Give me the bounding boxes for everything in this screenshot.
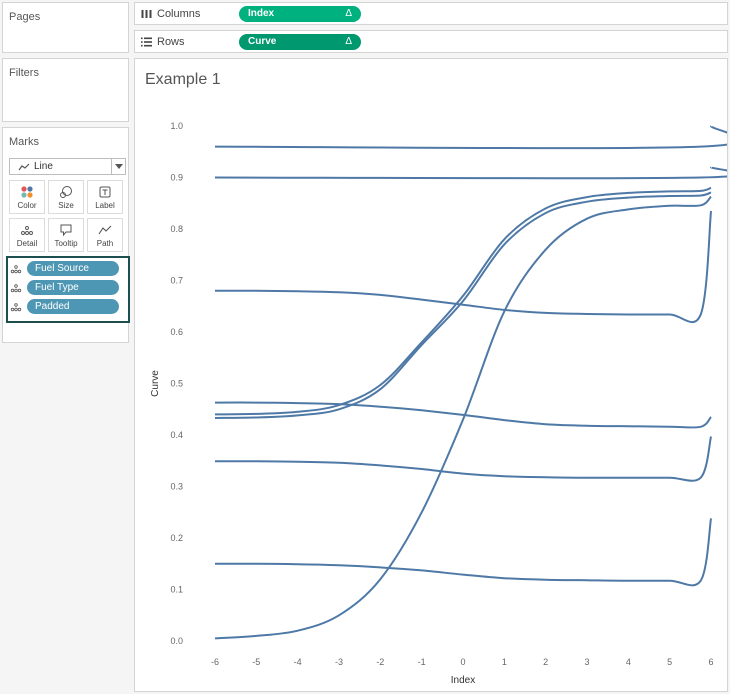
y-tick-label: 0.5 bbox=[170, 379, 183, 389]
x-tick-label: 3 bbox=[584, 657, 589, 667]
x-tick-label: -6 bbox=[211, 657, 219, 667]
color-label: Color bbox=[17, 201, 37, 210]
color-icon bbox=[21, 186, 33, 198]
chart-lines bbox=[214, 125, 727, 640]
pages-card[interactable]: Pages bbox=[2, 2, 129, 53]
delta-icon: Δ bbox=[345, 8, 352, 19]
path-icon bbox=[98, 225, 112, 235]
x-tick-label: 4 bbox=[626, 657, 631, 667]
rows-shelf[interactable]: Rows Curve Δ bbox=[134, 30, 728, 53]
filters-title: Filters bbox=[9, 67, 39, 79]
detail-label: Detail bbox=[16, 239, 38, 248]
x-tick-label: 5 bbox=[667, 657, 672, 667]
path-label: Path bbox=[96, 239, 114, 248]
y-tick-label: 0.1 bbox=[170, 585, 183, 595]
field-row-padded[interactable]: Padded bbox=[10, 299, 120, 314]
y-tick-label: 0.9 bbox=[170, 173, 183, 183]
index-pill[interactable]: Index Δ bbox=[239, 6, 361, 22]
columns-shelf[interactable]: Columns Index Δ bbox=[134, 2, 728, 25]
series-line-5[interactable] bbox=[214, 436, 712, 482]
chevron-down-icon[interactable] bbox=[111, 159, 125, 174]
x-tick-label: 6 bbox=[708, 657, 713, 667]
line-mark-icon bbox=[18, 163, 30, 170]
y-tick-label: 0.8 bbox=[170, 224, 183, 234]
color-button[interactable]: Color bbox=[9, 180, 45, 214]
label-label: Label bbox=[95, 201, 115, 210]
y-tick-label: 0.2 bbox=[170, 533, 183, 543]
field-pill-fuel-type[interactable]: Fuel Type bbox=[27, 280, 119, 295]
y-axis-title: Curve bbox=[150, 370, 161, 397]
y-tick-label: 0.7 bbox=[170, 276, 183, 286]
size-icon bbox=[60, 186, 72, 198]
x-tick-label: -4 bbox=[294, 657, 302, 667]
field-pill-fuel-source[interactable]: Fuel Source bbox=[27, 261, 119, 276]
detail-icon bbox=[10, 283, 22, 292]
series-line-2[interactable] bbox=[214, 166, 727, 180]
label-icon bbox=[99, 186, 111, 198]
field-row-fuel-type[interactable]: Fuel Type bbox=[10, 280, 120, 295]
x-tick-label: 2 bbox=[543, 657, 548, 667]
y-tick-label: 0.4 bbox=[170, 430, 183, 440]
x-tick-label: -5 bbox=[252, 657, 260, 667]
label-button[interactable]: Label bbox=[87, 180, 123, 214]
rows-label-text: Rows bbox=[157, 35, 185, 48]
tooltip-label: Tooltip bbox=[54, 239, 78, 248]
size-label: Size bbox=[58, 201, 74, 210]
field-pill-padded[interactable]: Padded bbox=[27, 299, 119, 314]
y-tick-label: 0.3 bbox=[170, 482, 183, 492]
columns-shelf-label: Columns bbox=[141, 3, 200, 24]
series-line-1[interactable] bbox=[214, 125, 727, 150]
detail-button[interactable]: Detail bbox=[9, 218, 45, 252]
marks-title: Marks bbox=[9, 136, 39, 148]
pages-title: Pages bbox=[9, 11, 41, 23]
tooltip-icon bbox=[60, 224, 72, 237]
view-title: Example 1 bbox=[145, 71, 221, 88]
marks-card: Marks Line Color Size Label bbox=[2, 127, 129, 343]
detail-icon bbox=[10, 302, 22, 311]
columns-label-text: Columns bbox=[157, 7, 201, 20]
mark-type-label: Line bbox=[34, 161, 53, 172]
rows-shelf-label: Rows bbox=[141, 31, 185, 52]
rows-icon bbox=[141, 37, 152, 46]
x-axis: -6 -5 -4 -3 -2 -1 0 1 2 3 4 5 6 bbox=[211, 657, 714, 667]
mark-type-dropdown[interactable]: Line bbox=[9, 158, 126, 175]
tooltip-button[interactable]: Tooltip bbox=[48, 218, 84, 252]
x-tick-label: -2 bbox=[376, 657, 384, 667]
path-button[interactable]: Path bbox=[87, 218, 123, 252]
series-line-7[interactable] bbox=[214, 186, 712, 416]
detail-icon bbox=[10, 264, 22, 273]
field-row-fuel-source[interactable]: Fuel Source bbox=[10, 261, 120, 276]
size-button[interactable]: Size bbox=[48, 180, 84, 214]
series-line-6[interactable] bbox=[214, 518, 712, 587]
series-line-3[interactable] bbox=[214, 210, 712, 324]
index-pill-label: Index bbox=[248, 8, 275, 19]
x-axis-title: Index bbox=[451, 675, 475, 686]
curve-pill[interactable]: Curve Δ bbox=[239, 34, 361, 50]
x-tick-label: 1 bbox=[502, 657, 507, 667]
series-line-4[interactable] bbox=[214, 401, 712, 429]
series-line-9[interactable] bbox=[214, 195, 712, 640]
delta-icon: Δ bbox=[345, 36, 352, 47]
series-line-8[interactable] bbox=[214, 191, 712, 419]
x-tick-label: -1 bbox=[418, 657, 426, 667]
x-tick-label: 0 bbox=[460, 657, 465, 667]
highlight-box bbox=[6, 256, 130, 323]
x-tick-label: -3 bbox=[335, 657, 343, 667]
line-chart[interactable]: 0.0 0.1 0.2 0.3 0.4 0.5 0.6 0.7 0.8 0.9 1.0 -6 -5 -4… bbox=[135, 59, 727, 691]
detail-icon bbox=[21, 226, 33, 235]
y-axis: 0.0 0.1 0.2 0.3 0.4 0.5 0.6 0.7 0.8 0.9 1.0 bbox=[170, 121, 183, 646]
y-tick-label: 0.6 bbox=[170, 327, 183, 337]
curve-pill-label: Curve bbox=[248, 36, 277, 47]
y-tick-label: 1.0 bbox=[170, 121, 183, 131]
view-area[interactable]: Example 1 0.0 0.1 0.2 0.3 0.4 0.5 0.6 0.7 0.8 0.9… bbox=[134, 58, 728, 692]
y-tick-label: 0.0 bbox=[170, 636, 183, 646]
columns-icon bbox=[141, 9, 152, 18]
filters-card[interactable]: Filters bbox=[2, 58, 129, 122]
